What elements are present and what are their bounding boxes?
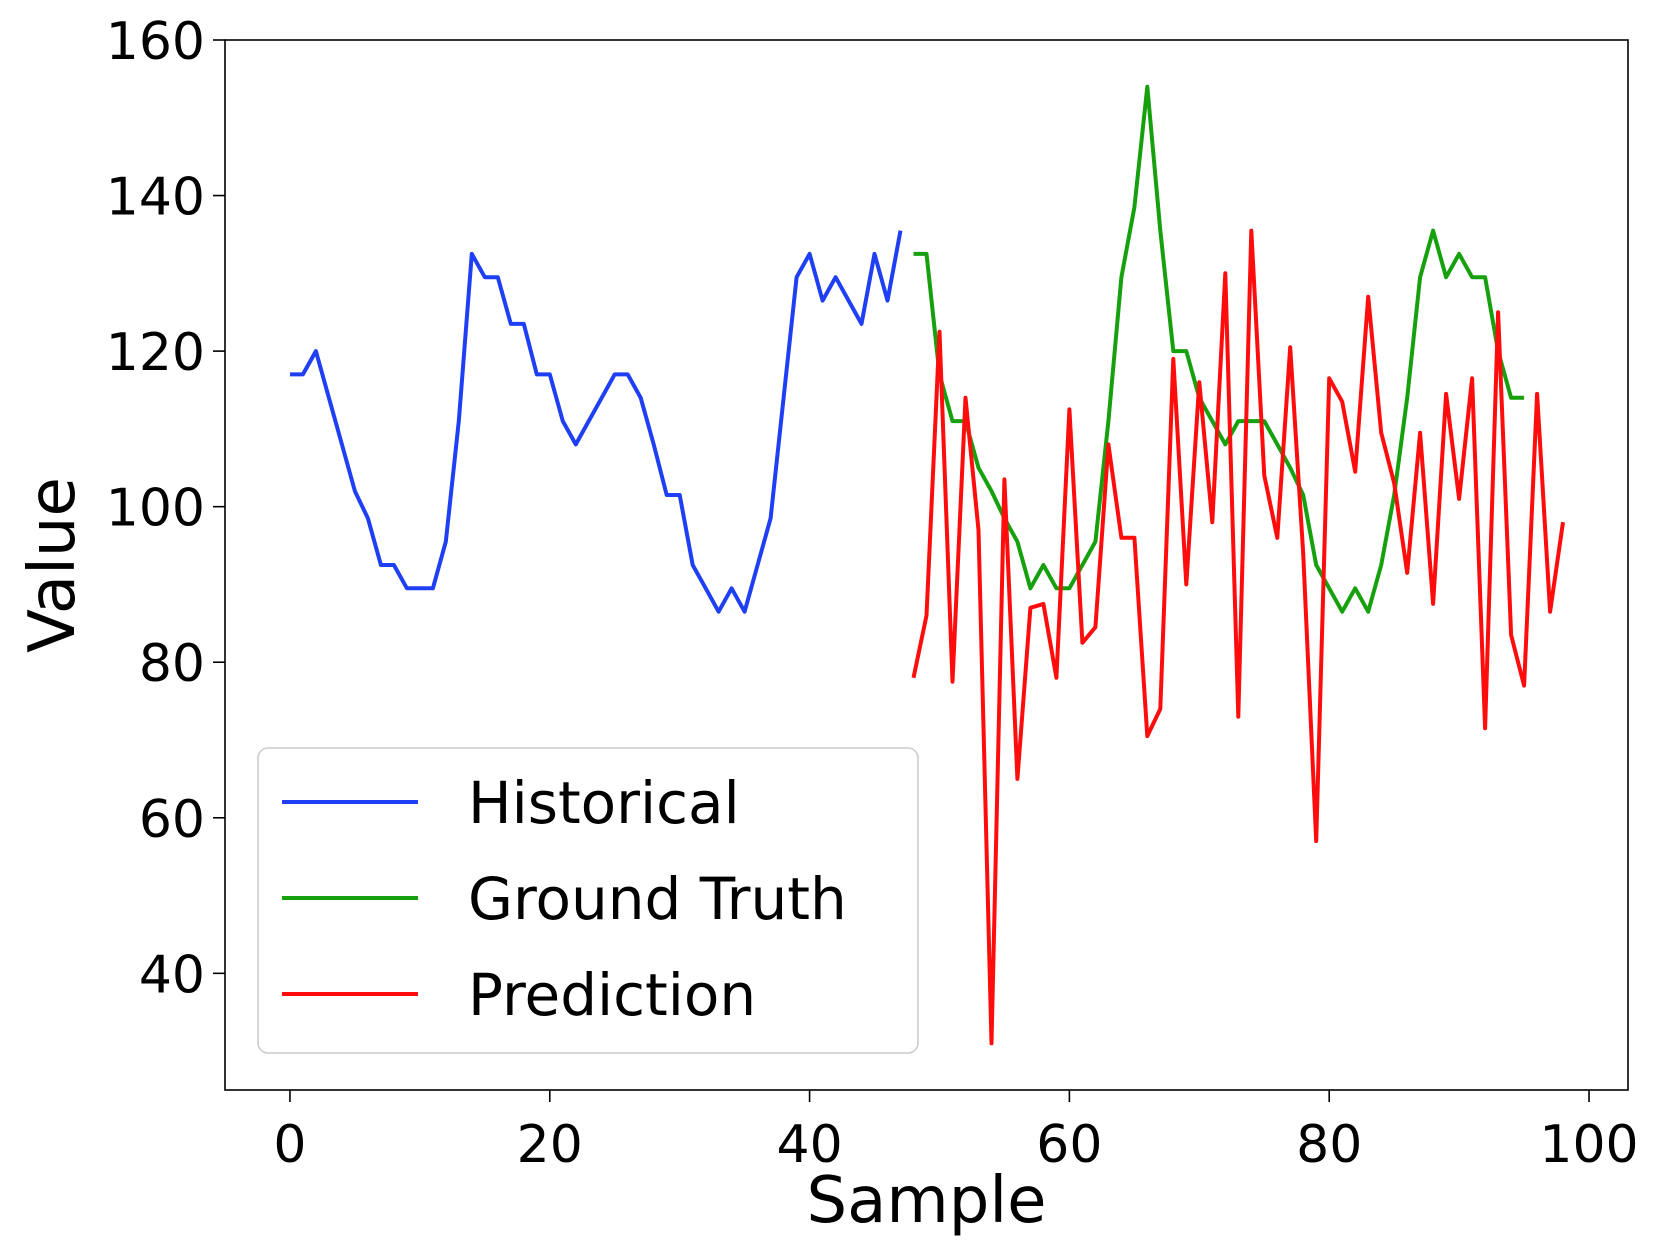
legend-label: Ground Truth [468,865,847,933]
y-axis: 40 60 80 100 120 140 160 [106,12,225,1005]
plot-frame [224,39,1629,1091]
series-layer [290,84,1565,1046]
y-tick-label: 160 [106,12,205,72]
x-axis: 0 20 40 60 80 100 [273,1090,1639,1175]
x-tick-label: 20 [517,1115,583,1175]
x-axis-label: Sample [807,1164,1047,1238]
y-tick-label: 120 [106,323,205,383]
x-tick-label: 100 [1539,1115,1638,1175]
y-tick-label: 80 [139,634,205,694]
y-tick-label: 140 [106,168,205,228]
legend: Historical Ground Truth Prediction [257,747,919,1054]
x-tick-label: 40 [776,1115,842,1175]
legend-label: Prediction [468,961,756,1029]
legend-box [257,747,919,1054]
legend-label: Historical [468,769,740,837]
series-line-2 [911,228,1565,1046]
y-tick-label: 40 [139,945,205,1005]
y-tick-label: 100 [106,479,205,539]
y-tick-label: 60 [139,790,205,850]
series-line-0 [290,230,903,614]
x-tick-label: 60 [1036,1115,1102,1175]
x-tick-label: 80 [1296,1115,1362,1175]
y-axis-label: Value [16,477,90,653]
x-tick-label: 0 [273,1115,306,1175]
